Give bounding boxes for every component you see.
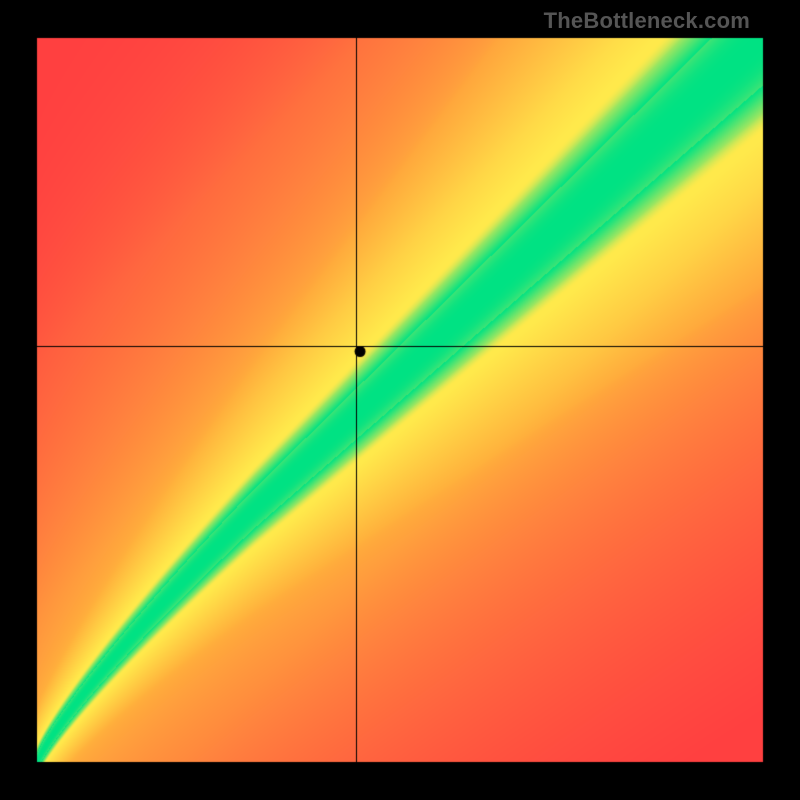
watermark-text: TheBottleneck.com — [544, 8, 750, 34]
gradient-canvas — [0, 0, 800, 800]
bottleneck-chart: TheBottleneck.com — [0, 0, 800, 800]
